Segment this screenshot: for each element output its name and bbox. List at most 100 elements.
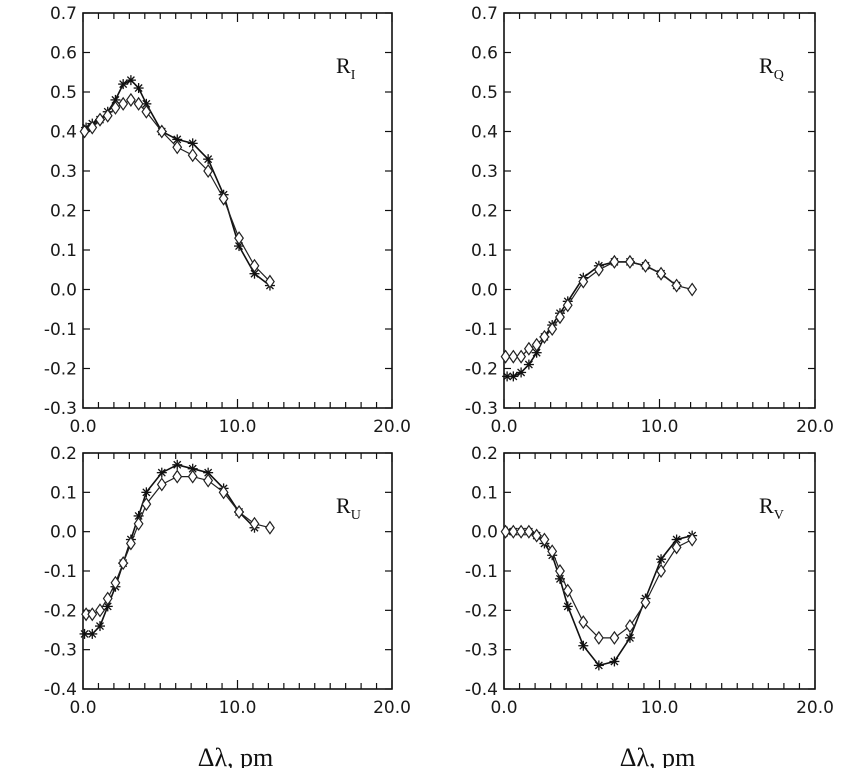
data-point-asterisk: [172, 134, 183, 145]
y-tick-label: -0.1: [465, 562, 498, 582]
series-line-diamond: [505, 531, 693, 639]
data-point-diamond: [265, 274, 275, 289]
data-point-diamond: [656, 563, 666, 579]
y-tick-label: -0.2: [465, 360, 498, 380]
data-point-asterisk: [87, 628, 98, 639]
data-point-diamond: [671, 540, 682, 555]
data-point-diamond: [141, 497, 152, 512]
y-tick-label: 0.4: [50, 123, 77, 143]
data-point-diamond: [671, 278, 682, 293]
data-point-asterisk: [624, 632, 635, 643]
y-tick-label: -0.2: [44, 360, 77, 380]
panel-label-main: R: [336, 493, 351, 518]
x-tick-label: 10.0: [219, 698, 257, 718]
y-tick-label: 0.1: [471, 241, 498, 261]
data-point-diamond: [539, 532, 550, 547]
x-axis-label: Δλ, pm: [198, 743, 274, 768]
data-point-diamond: [523, 524, 534, 539]
data-point-diamond: [265, 520, 275, 535]
data-point-diamond: [687, 282, 698, 297]
y-tick-label: 0.2: [471, 202, 498, 222]
panel-label-sub: I: [351, 68, 356, 83]
data-point-diamond: [110, 100, 121, 115]
panel-label: RI: [336, 53, 356, 83]
panel-label-sub: V: [774, 508, 784, 523]
x-tick-label: 10.0: [641, 417, 679, 437]
data-point-asterisk: [578, 640, 589, 651]
data-point-diamond: [125, 92, 136, 107]
data-point-diamond: [687, 532, 698, 547]
x-tick-label: 0.0: [69, 698, 96, 718]
data-point-asterisk: [125, 75, 136, 86]
panel-r-u: -0.4 -0.3 -0.2 -0.1 0.0 0.1 0.2 0.0 10.0 20.0 RU Δλ…: [44, 444, 411, 768]
data-point-diamond: [87, 607, 98, 622]
data-point-diamond: [531, 337, 542, 352]
x-tick-label: 20.0: [373, 698, 411, 718]
y-tick-label: -0.4: [44, 680, 77, 700]
data-point-diamond: [609, 254, 620, 269]
data-point-diamond: [156, 477, 167, 492]
y-tick-label: 0.3: [471, 162, 498, 182]
data-point-diamond: [593, 262, 604, 277]
data-point-diamond: [508, 524, 519, 539]
y-tick-label: -0.2: [465, 601, 498, 621]
x-tick-label: 20.0: [796, 698, 834, 718]
data-point-diamond: [125, 536, 136, 551]
y-tick-label: -0.1: [465, 320, 498, 340]
data-point-diamond: [249, 258, 260, 273]
y-tick-label: 0.3: [50, 162, 77, 182]
data-point-diamond: [87, 120, 98, 135]
data-point-diamond: [141, 104, 152, 119]
data-point-diamond: [547, 321, 558, 337]
data-point-diamond: [500, 524, 511, 539]
data-point-asterisk: [502, 371, 513, 382]
x-tick-label: 0.0: [69, 417, 96, 437]
data-point-diamond: [203, 473, 214, 488]
series-asterisk: [502, 526, 698, 671]
data-point-diamond: [110, 575, 121, 590]
data-point-diamond: [562, 583, 573, 598]
data-point-diamond: [187, 148, 198, 163]
data-point-diamond: [79, 124, 90, 139]
data-point-diamond: [593, 630, 604, 645]
data-point-diamond: [625, 254, 635, 269]
data-point-diamond: [578, 274, 589, 289]
y-tick-label: -0.3: [465, 399, 498, 419]
data-point-diamond: [531, 528, 542, 543]
data-point-diamond: [218, 485, 229, 500]
data-point-diamond: [218, 191, 229, 206]
data-point-diamond: [203, 163, 214, 179]
data-point-diamond: [118, 96, 129, 111]
panel-label: RV: [759, 493, 784, 523]
panel-r-q: -0.3 -0.2 -0.1 0.0 0.1 0.2 0.3 0.4 0.5 0.6 0.7 0.0 1…: [465, 4, 834, 437]
data-point-diamond: [547, 544, 558, 559]
data-point-asterisk: [203, 154, 214, 165]
data-point-diamond: [539, 329, 550, 344]
data-point-asterisk: [133, 83, 144, 94]
plot-frame: [82, 452, 393, 690]
series-diamond: [500, 254, 698, 364]
y-tick-label: 0.2: [471, 444, 498, 464]
y-tick-label: 0.6: [471, 44, 498, 64]
panel-label-sub: U: [351, 508, 361, 523]
series-line-asterisk: [507, 530, 693, 667]
data-point-diamond: [500, 349, 511, 364]
data-point-diamond: [234, 231, 244, 246]
x-tick-label: 0.0: [490, 698, 517, 718]
y-tick-label: -0.3: [465, 641, 498, 661]
data-point-diamond: [234, 504, 244, 520]
y-tick-label: 0.2: [50, 202, 77, 222]
panel-r-i: -0.3 -0.2 -0.1 0.0 0.1 0.2 0.3 0.4 0.5 0.6 0.7 0.0 1…: [44, 4, 411, 437]
data-point-diamond: [187, 469, 198, 484]
data-point-diamond: [249, 516, 260, 531]
data-point-diamond: [133, 516, 144, 531]
x-axis-label: Δλ, pm: [620, 743, 696, 768]
data-point-diamond: [555, 310, 565, 325]
data-point-diamond: [640, 595, 651, 610]
panel-label-main: R: [759, 493, 774, 518]
y-tick-label: 0.0: [50, 523, 77, 543]
y-tick-label: 0.1: [471, 483, 498, 503]
data-point-asterisk: [531, 347, 542, 358]
x-tick-label: 0.0: [490, 417, 517, 437]
